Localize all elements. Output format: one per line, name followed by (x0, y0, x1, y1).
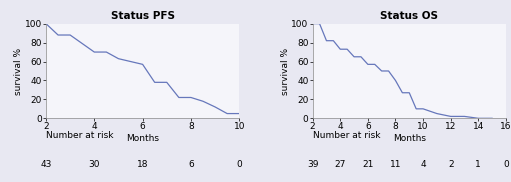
Text: 21: 21 (362, 160, 374, 169)
Text: 6: 6 (188, 160, 194, 169)
X-axis label: Months: Months (393, 134, 426, 143)
Text: 4: 4 (420, 160, 426, 169)
X-axis label: Months: Months (126, 134, 159, 143)
Text: 11: 11 (390, 160, 401, 169)
Text: 30: 30 (88, 160, 100, 169)
Text: Number at risk: Number at risk (313, 131, 380, 140)
Text: 0: 0 (503, 160, 509, 169)
Text: 43: 43 (40, 160, 52, 169)
Text: 0: 0 (237, 160, 242, 169)
Text: 39: 39 (307, 160, 318, 169)
Y-axis label: survival %: survival % (281, 48, 290, 94)
Y-axis label: survival %: survival % (14, 48, 23, 94)
Text: Number at risk: Number at risk (46, 131, 113, 140)
Title: Status PFS: Status PFS (110, 11, 175, 21)
Text: 1: 1 (475, 160, 481, 169)
Text: 27: 27 (335, 160, 346, 169)
Title: Status OS: Status OS (380, 11, 438, 21)
Text: 2: 2 (448, 160, 453, 169)
Text: 18: 18 (137, 160, 148, 169)
